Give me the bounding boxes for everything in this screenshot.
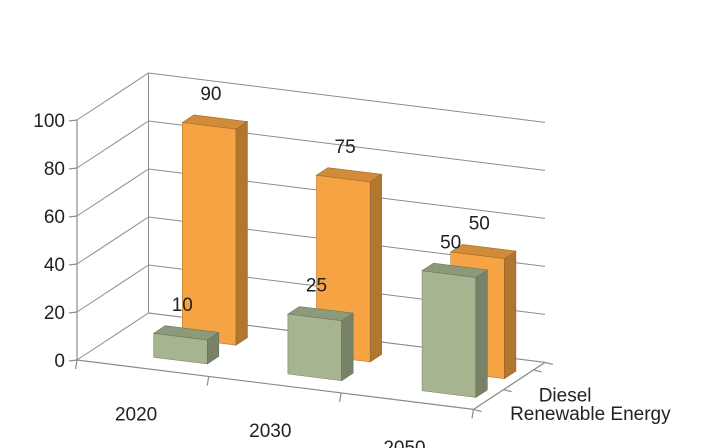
data-label-renewable-2020: 10 [172,295,193,316]
labels: 0 20 40 60 80 100 2020 2030 2050 Renewable Energy… [33,84,671,448]
data-label-renewable-2050: 50 [440,232,461,253]
bar-top-face [181,114,249,130]
bar-top-face [421,262,489,278]
series-label-1: Renewable Energy [510,404,671,425]
z-tick-1 [503,389,512,393]
data-label-diesel-2020: 90 [200,84,221,105]
bar-side-face [475,269,488,398]
bar-top-face [152,325,220,341]
y-tick-40 [68,263,78,266]
y-tick-label-100: 100 [33,111,65,132]
gridline-60 [76,168,546,219]
bar-diesel-2020 [181,114,249,346]
axes [68,119,554,419]
y-tick-label-20: 20 [44,303,65,324]
y-tick-label-80: 80 [44,159,65,180]
series-label-2: Diesel [539,385,592,406]
y-tick-label-40: 40 [44,255,65,276]
z-tick-3 [544,361,554,365]
series-axis [473,361,546,410]
y-tick-60 [68,215,78,218]
category-axis [76,359,474,410]
bar-renewable-2020 [152,325,220,365]
bar-renewable-2050 [421,262,489,398]
bar-front-face [421,270,477,398]
bar-side-face [369,173,382,363]
y-tick-label-0: 0 [54,351,65,372]
x-tick-1 [206,376,210,386]
bar-renewable-2030 [287,306,354,382]
bar-side-face [504,250,517,380]
data-label-renewable-2030: 25 [306,276,327,297]
bar-top-face [287,306,354,322]
bar-top-face [449,244,517,259]
bar-top-face [315,167,383,183]
bar-side-face [235,121,248,346]
data-label-diesel-2050: 50 [469,213,490,234]
z-tick-0 [473,408,482,412]
data-label-diesel-2030: 75 [335,137,356,158]
x-tick-2 [339,392,342,403]
category-label-2050: 2050 [383,438,425,448]
x-tick-0 [74,359,78,370]
bars [152,114,517,398]
y-tick-20 [68,311,78,314]
y-tick-80 [68,167,78,170]
bar-front-face [287,313,342,382]
y-tick-100 [68,119,78,122]
category-label-2030: 2030 [249,421,291,442]
z-tick-2 [533,369,542,373]
gridlines [76,72,547,410]
bar-side-face [341,312,354,382]
gridline-100 [76,72,546,123]
gridline-80 [76,120,546,171]
category-label-2020: 2020 [115,404,157,425]
x-tick-3 [471,409,475,419]
y-tick-label-60: 60 [44,207,65,228]
y-tick-0 [68,359,78,362]
